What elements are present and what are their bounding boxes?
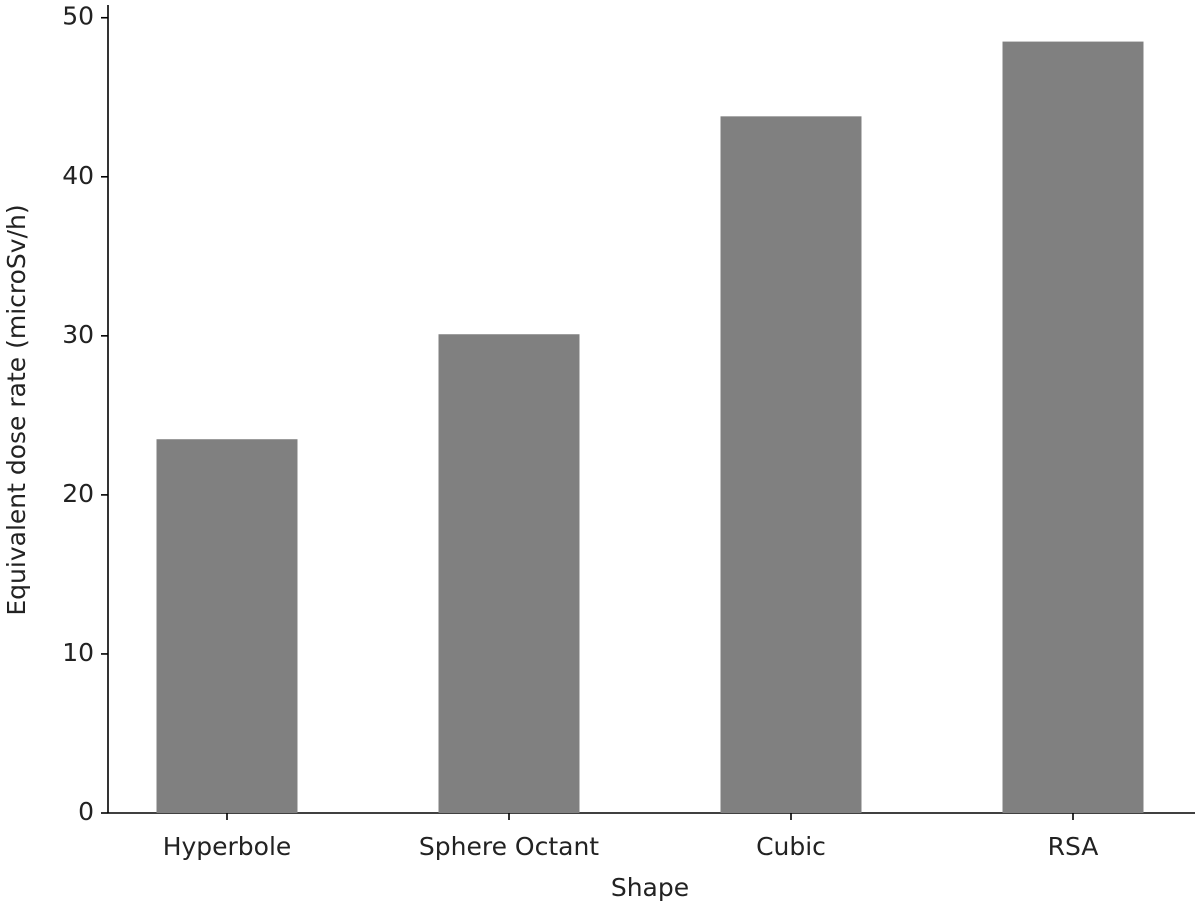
y-tick-label: 20 — [62, 479, 94, 508]
y-tick-label: 10 — [62, 638, 94, 667]
x-tick-label: Hyperbole — [163, 832, 292, 861]
x-tick-label: Cubic — [756, 832, 826, 861]
y-axis-label: Equivalent dose rate (microSv/h) — [2, 204, 31, 615]
bar — [438, 334, 580, 813]
x-tick-label: RSA — [1048, 832, 1099, 861]
bar — [156, 439, 298, 813]
bar — [720, 116, 862, 814]
y-tick-label: 0 — [78, 797, 94, 826]
x-tick-label: Sphere Octant — [419, 832, 599, 861]
y-tick-label: 30 — [62, 320, 94, 349]
y-tick-label: 40 — [62, 161, 94, 190]
bar — [1002, 41, 1144, 813]
x-axis-label: Shape — [611, 873, 689, 902]
y-tick-label: 50 — [62, 2, 94, 31]
